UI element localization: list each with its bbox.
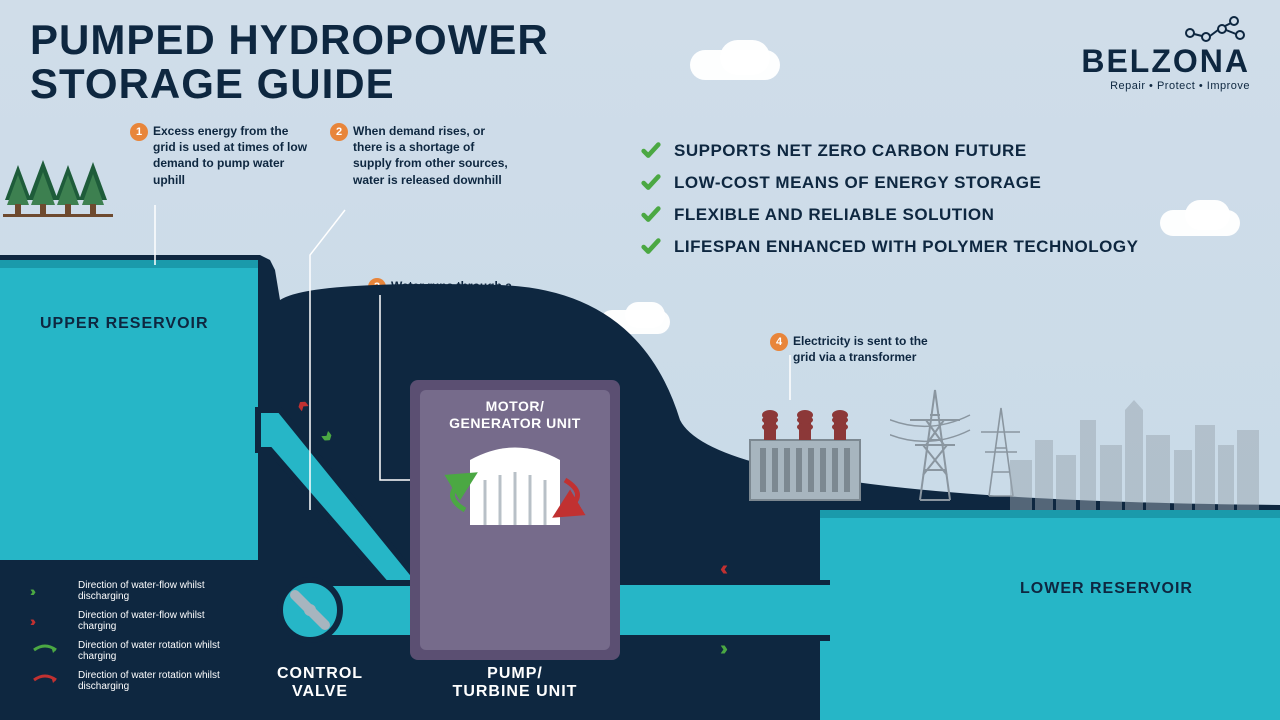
benefit-item: LOW-COST MEANS OF ENERGY STORAGE [640, 172, 1138, 194]
trees-icon [3, 160, 123, 220]
legend-item: ›››Direction of water-flow whilst discha… [30, 580, 238, 602]
pump-turbine-label: PUMP/TURBINE UNIT [440, 665, 590, 701]
upper-reservoir-label: UPPER RESERVOIR [40, 315, 209, 333]
page-title: PUMPED HYDROPOWERSTORAGE GUIDE [30, 18, 549, 106]
legend: ›››Direction of water-flow whilst discha… [30, 580, 238, 700]
step-1: 1Excess energy from the grid is used at … [130, 123, 308, 188]
legend-item: ›››Direction of water-flow whilst chargi… [30, 610, 238, 632]
legend-item: Direction of water rotation whilst charg… [30, 640, 238, 662]
lower-reservoir-label: LOWER RESERVOIR [1020, 580, 1193, 598]
step-2: 2When demand rises, or there is a shorta… [330, 123, 508, 188]
pylon-icon [890, 380, 1020, 510]
legend-item: Direction of water rotation whilst disch… [30, 670, 238, 692]
motor-generator-unit: MOTOR/GENERATOR UNIT [410, 380, 620, 660]
brand-logo: BELZONA Repair • Protect • Improve [1081, 15, 1250, 92]
benefit-item: SUPPORTS NET ZERO CARBON FUTURE [640, 140, 1138, 162]
logo-text: BELZONA [1081, 43, 1250, 80]
logo-tagline: Repair • Protect • Improve [1081, 80, 1250, 92]
control-valve-label: CONTROLVALVE [270, 665, 370, 701]
transformer-icon [740, 400, 870, 505]
city-icon [1010, 400, 1270, 510]
